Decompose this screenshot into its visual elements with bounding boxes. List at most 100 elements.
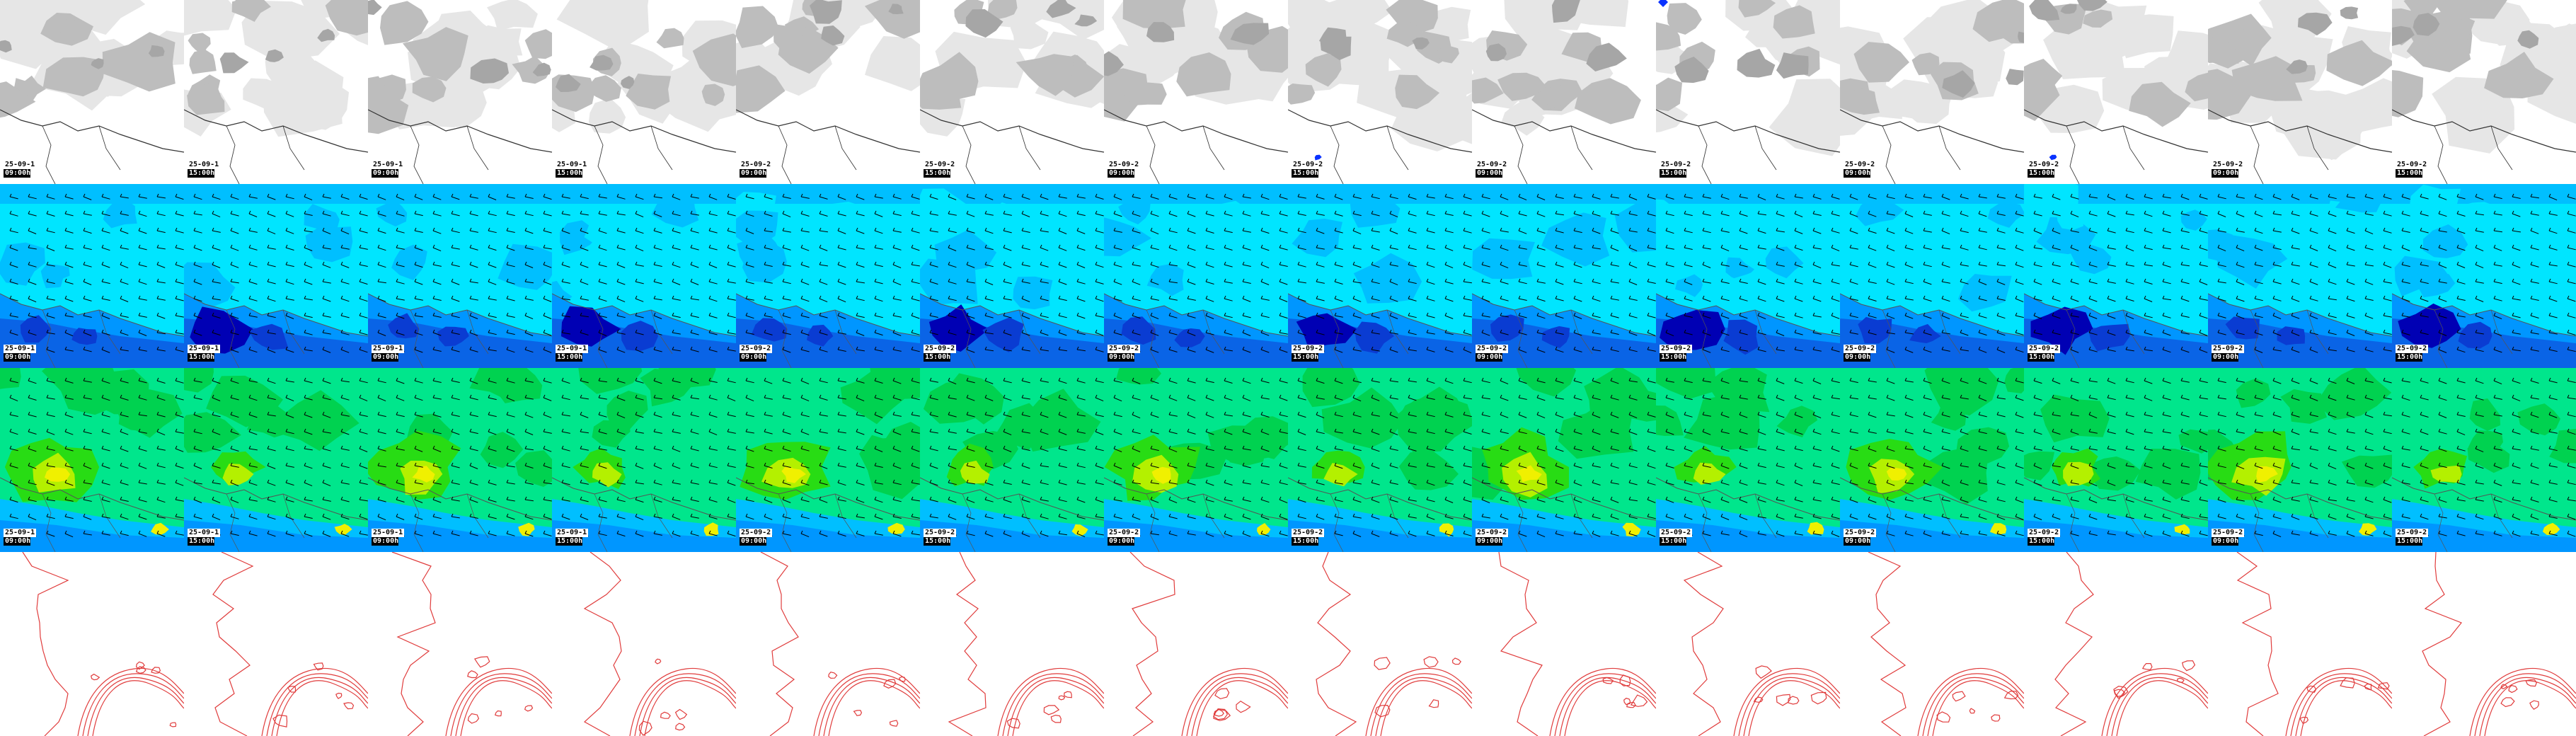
wind-barb: [1168, 230, 1178, 234]
wind-barb-flag: [230, 479, 233, 483]
wind-barb: [635, 380, 644, 384]
wind-barb-flag: [2162, 329, 2165, 333]
cloud-area: [2258, 0, 2332, 46]
wind-barb: [396, 414, 405, 418]
timestamp-label: 25-09-2 15:00h: [2028, 345, 2061, 362]
wind-barb: [580, 499, 589, 502]
wind-barb-flag: [1021, 411, 1024, 415]
wind-barb: [1021, 349, 1030, 352]
wind-barb: [948, 397, 957, 400]
wind-barb-flag: [708, 227, 711, 231]
wind-barb-flag: [819, 530, 822, 534]
wind-barb: [2420, 230, 2429, 234]
wind-barb-flag: [340, 261, 343, 265]
wind-barb-flag: [1316, 193, 1318, 197]
wind-barb-flag: [488, 193, 490, 197]
wind-barb: [193, 482, 202, 485]
wind-barb-flag: [1794, 261, 1797, 265]
wind-barb-flag: [1150, 295, 1153, 299]
wind-barb-flag: [653, 513, 656, 517]
wind-barb-flag: [120, 244, 122, 248]
wind-barb-flag: [2236, 193, 2238, 197]
wind-barb: [1058, 332, 1067, 336]
wind-barb: [598, 380, 607, 383]
cloud-area: [2208, 36, 2239, 64]
wind-barb: [64, 298, 74, 302]
wind-barb-flag: [1040, 428, 1042, 432]
wind-barb-flag: [1021, 227, 1024, 231]
wind-barb: [83, 414, 92, 418]
wind-barb-flag: [1076, 210, 1079, 214]
wind-barb-flag: [2272, 261, 2275, 265]
wind-barb-flag: [64, 227, 67, 231]
wind-barb: [120, 349, 129, 352]
border-line: [1202, 309, 1225, 355]
wind-barb: [432, 380, 442, 383]
wind-barb: [524, 196, 534, 199]
wind-barb: [543, 315, 552, 319]
wind-zone: [305, 226, 353, 263]
wind-barb: [1132, 213, 1141, 217]
wind-barb: [1224, 448, 1233, 451]
wind-barb: [616, 516, 626, 519]
wind-barb-flag: [120, 513, 122, 517]
wind-barbs: [561, 193, 736, 354]
wind-barb: [46, 397, 55, 400]
wind-barb-flag: [819, 428, 822, 432]
wind-barb: [1463, 213, 1472, 217]
wind-barb: [561, 332, 570, 335]
wind-barb-flag: [1168, 411, 1171, 415]
wind-zone: [1490, 314, 1524, 342]
wind-barb-flag: [2346, 329, 2349, 333]
wind-barb-flag: [193, 513, 196, 517]
wind-barb-flag: [1536, 329, 1539, 333]
wind-zone: [888, 268, 920, 294]
wind-barb: [1242, 380, 1251, 384]
border-line: [594, 493, 608, 552]
wind-barb: [1500, 281, 1509, 284]
timestamp-date: 25-09-1: [556, 345, 589, 353]
wind-barb: [966, 196, 975, 200]
coastline: [552, 293, 736, 337]
wind-barb: [156, 482, 166, 485]
wind-barb-flag: [414, 530, 417, 534]
wind-barb-flag: [1003, 377, 1006, 381]
wind-barb-flag: [451, 394, 454, 398]
wind-barb-flag: [432, 445, 435, 449]
cloud-area: [1501, 98, 1545, 136]
temperature-zone: [578, 368, 643, 394]
wind-barb-flag: [2052, 312, 2054, 316]
wind-barb: [837, 213, 846, 217]
wind-barb: [1463, 298, 1472, 301]
wind-barb-flag: [616, 479, 619, 483]
wind-barb-flag: [929, 278, 932, 282]
wind-barb-flag: [1260, 445, 1263, 449]
wind-barb: [1003, 465, 1012, 469]
cloud-area: [148, 45, 165, 57]
wind-barb-flag: [1260, 329, 1263, 333]
wind-barb-flag: [322, 261, 325, 265]
wind-barb: [580, 431, 589, 434]
wind-barb: [2493, 196, 2502, 200]
wind-barb: [1684, 298, 1693, 301]
wind-barb-flag: [1150, 530, 1153, 534]
wind-barb-flag: [616, 244, 619, 248]
wind-barb: [672, 499, 681, 502]
cloud-area: [1586, 42, 1627, 71]
wind-barb: [2512, 315, 2521, 318]
wind-barb-flag: [1076, 244, 1079, 248]
wind-barb: [2180, 349, 2190, 353]
wind-barb-flag: [635, 377, 638, 381]
wind-barb: [1168, 247, 1178, 251]
wind-barb-flag: [1720, 210, 1723, 214]
wind-barb: [396, 465, 405, 468]
wind-barb-flag: [653, 462, 656, 466]
cloud-area: [1176, 52, 1231, 97]
wind-barb-flag: [46, 278, 49, 282]
wind-barb: [1371, 298, 1380, 301]
wind-barb-flag: [2328, 261, 2330, 265]
wind-barb: [2254, 196, 2263, 200]
wind-barb: [1095, 397, 1104, 402]
wind-barb: [488, 281, 497, 285]
temperature-map-8: 25-09-2 15:00h: [1288, 368, 1472, 552]
